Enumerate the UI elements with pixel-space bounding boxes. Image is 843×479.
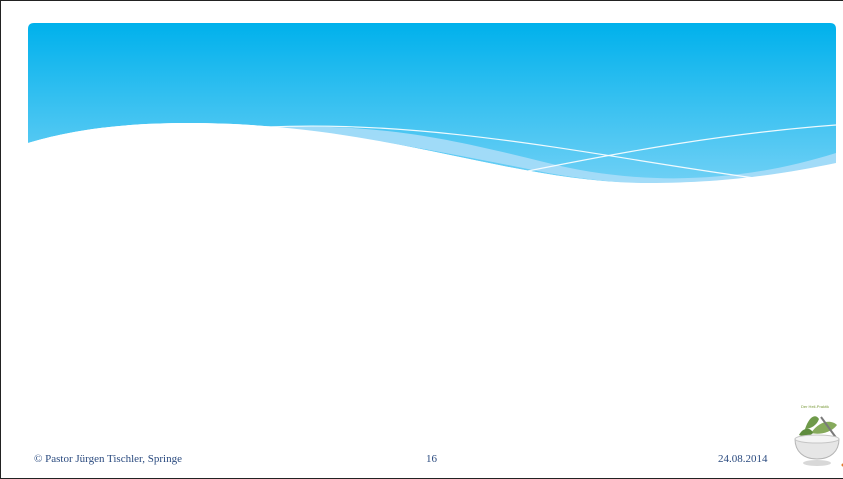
footer-copyright: © Pastor Jürgen Tischler, Springe: [34, 453, 182, 465]
logo-caption: Der Heil-Praktik: [801, 404, 830, 409]
footer-date: 24.08.2014: [718, 453, 768, 465]
footer-page-number: 16: [426, 453, 437, 465]
mortar-pestle-herbs-icon: [794, 416, 843, 467]
wave-header-graphic: [28, 23, 836, 193]
